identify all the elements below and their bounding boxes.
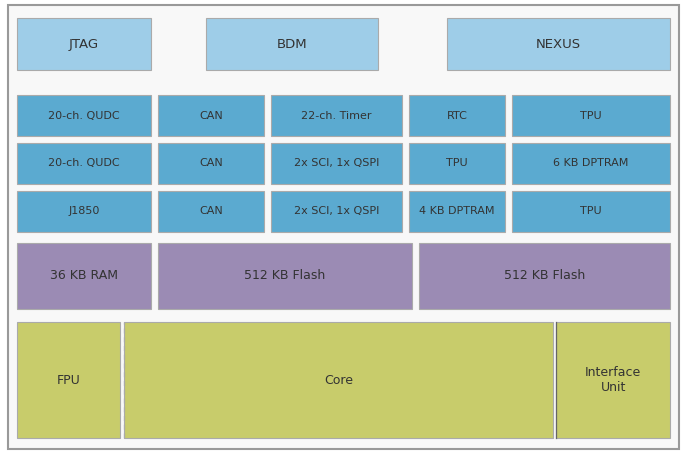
Text: J1850: J1850 [69,206,100,216]
Text: 36 KB RAM: 36 KB RAM [50,269,118,282]
Text: TPU: TPU [446,158,468,168]
Bar [512,95,670,136]
Bar [17,243,151,309]
Text: 2x SCI, 1x QSPI: 2x SCI, 1x QSPI [294,206,379,216]
Bar [158,95,264,136]
Text: CAN: CAN [199,158,223,168]
Bar [158,243,412,309]
Text: Core: Core [324,374,353,387]
Text: CAN: CAN [199,206,223,216]
Text: 22-ch. Timer: 22-ch. Timer [302,111,372,121]
Bar [17,18,151,70]
Bar [158,143,264,184]
Bar [512,143,670,184]
Text: FPU: FPU [57,374,80,387]
Text: 2x SCI, 1x QSPI: 2x SCI, 1x QSPI [294,158,379,168]
Bar [158,191,264,232]
Text: CAN: CAN [199,111,223,121]
Bar [512,191,670,232]
Bar [17,143,151,184]
Bar [447,18,670,70]
Bar [17,95,151,136]
Bar [124,322,553,438]
Bar [409,143,505,184]
Text: 20-ch. QUDC: 20-ch. QUDC [48,158,120,168]
Text: TPU: TPU [580,206,602,216]
Text: 4 KB DPTRAM: 4 KB DPTRAM [419,206,495,216]
Bar [419,243,670,309]
Bar [271,143,402,184]
Bar [271,191,402,232]
Bar [17,322,120,438]
Text: 512 KB Flash: 512 KB Flash [504,269,585,282]
Text: JTAG: JTAG [69,38,99,51]
Bar [17,191,151,232]
Bar [271,95,402,136]
Text: RTC: RTC [447,111,467,121]
Text: NEXUS: NEXUS [536,38,581,51]
Text: Interface
Unit: Interface Unit [585,366,641,394]
Text: 512 KB Flash: 512 KB Flash [245,269,326,282]
Bar [206,18,378,70]
Text: BDM: BDM [277,38,307,51]
Bar [556,322,670,438]
Text: TPU: TPU [580,111,602,121]
Text: 20-ch. QUDC: 20-ch. QUDC [48,111,120,121]
Text: 6 KB DPTRAM: 6 KB DPTRAM [553,158,629,168]
Bar [409,95,505,136]
Bar [409,191,505,232]
